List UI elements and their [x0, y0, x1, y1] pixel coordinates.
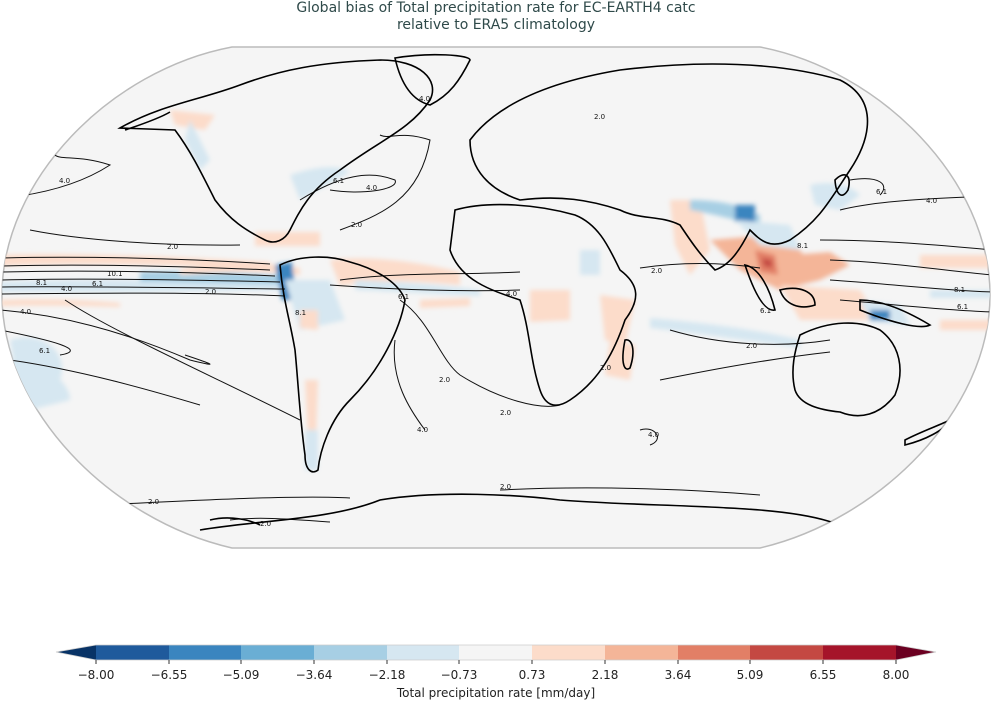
- svg-text:10.1: 10.1: [107, 270, 123, 278]
- svg-text:6.1: 6.1: [398, 293, 409, 301]
- coastlines: [117, 53, 952, 541]
- colorbar-tick-label: −2.18: [368, 668, 406, 682]
- svg-text:2.0: 2.0: [746, 342, 757, 350]
- svg-text:4.0: 4.0: [419, 95, 430, 103]
- svg-text:2.0: 2.0: [500, 483, 511, 491]
- colorbar-tick-label: 5.09: [736, 668, 764, 682]
- contour-labels: 4.0 6.1 4.0 2.0 2.0 10.1 8.1 6.1 4.0 2.0…: [20, 95, 968, 528]
- chart-title-line-1: Global bias of Total precipitation rate …: [296, 0, 696, 16]
- svg-text:4.0: 4.0: [648, 431, 659, 439]
- contour-lines: [2, 134, 990, 523]
- svg-text:2.0: 2.0: [651, 267, 662, 275]
- colorbar-tick-label: −6.55: [150, 668, 188, 682]
- svg-text:6.1: 6.1: [92, 280, 103, 288]
- svg-text:2.0: 2.0: [500, 409, 511, 417]
- colorbar-axis-label: Total precipitation rate [mm/day]: [396, 686, 596, 700]
- colorbar-extend-high: [896, 645, 936, 660]
- svg-text:2.0: 2.0: [594, 113, 605, 121]
- colorbar-tick-label: 3.64: [664, 668, 692, 682]
- chart-title-line-2: relative to ERA5 climatology: [396, 17, 596, 33]
- svg-text:6.1: 6.1: [957, 303, 968, 311]
- precipitation-bias-map: 4.0 6.1 4.0 2.0 2.0 10.1 8.1 6.1 4.0 2.0…: [1, 46, 991, 549]
- svg-text:6.1: 6.1: [39, 347, 50, 355]
- svg-text:6.1: 6.1: [760, 307, 771, 315]
- svg-text:2.0: 2.0: [205, 288, 216, 296]
- svg-text:6.1: 6.1: [876, 188, 887, 196]
- svg-text:2.0: 2.0: [167, 243, 178, 251]
- colorbar-tick-label: −3.64: [295, 668, 333, 682]
- svg-text:2.0: 2.0: [439, 376, 450, 384]
- svg-text:4.0: 4.0: [417, 426, 428, 434]
- bias-fill-layer: [2, 110, 990, 470]
- svg-text:4.0: 4.0: [20, 308, 31, 316]
- svg-text:8.1: 8.1: [954, 286, 965, 294]
- colorbar: [55, 644, 937, 664]
- svg-text:8.1: 8.1: [797, 242, 808, 250]
- colorbar-tick-label: −5.09: [222, 668, 260, 682]
- colorbar-extend-low: [56, 645, 96, 660]
- colorbar-tick-label: −8.00: [77, 668, 115, 682]
- svg-text:8.1: 8.1: [36, 279, 47, 287]
- colorbar-tick-label: 6.55: [809, 668, 837, 682]
- colorbar-tick-label: 8.00: [882, 668, 910, 682]
- svg-text:4.0: 4.0: [61, 285, 72, 293]
- svg-text:4.0: 4.0: [506, 290, 517, 298]
- colorbar-tick-label: −0.73: [440, 668, 478, 682]
- colorbar-tick-label: 0.73: [518, 668, 546, 682]
- colorbar-tick-label: 2.18: [591, 668, 619, 682]
- svg-text:2.0: 2.0: [260, 520, 271, 528]
- svg-text:8.1: 8.1: [295, 309, 306, 317]
- svg-text:2.0: 2.0: [351, 221, 362, 229]
- svg-text:6.1: 6.1: [333, 177, 344, 185]
- svg-text:4.0: 4.0: [366, 184, 377, 192]
- svg-text:4.0: 4.0: [926, 197, 937, 205]
- svg-text:2.0: 2.0: [600, 364, 611, 372]
- svg-text:2.0: 2.0: [148, 498, 159, 506]
- svg-text:4.0: 4.0: [59, 177, 70, 185]
